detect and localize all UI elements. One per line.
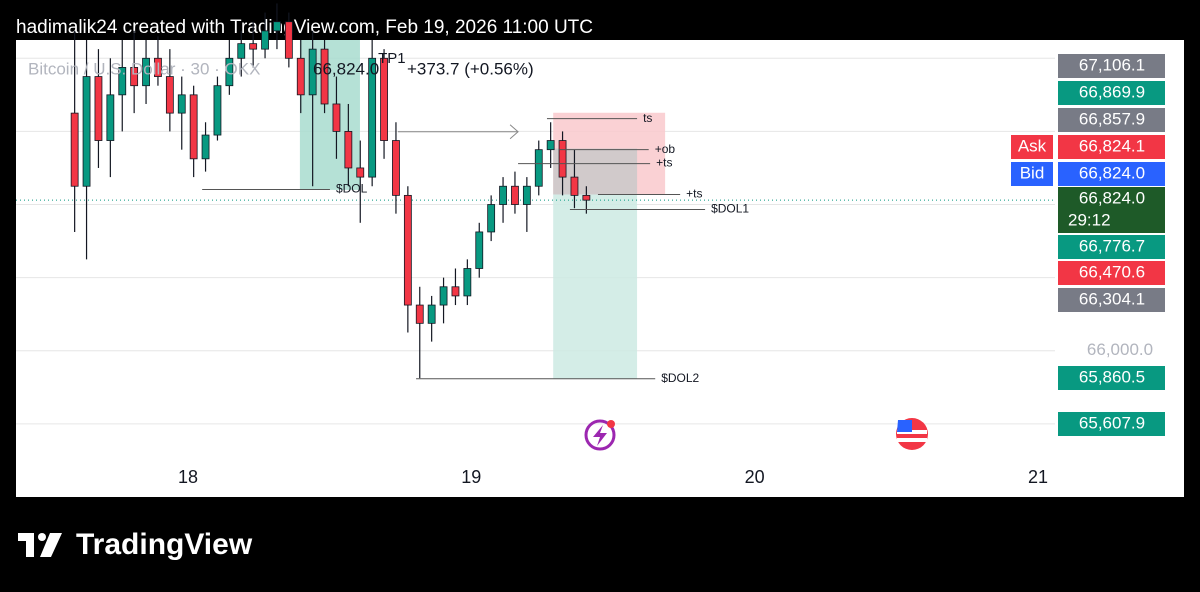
candle-body — [582, 194, 591, 201]
candle-body — [165, 76, 174, 114]
zone — [553, 194, 638, 379]
price-label-bg — [1058, 54, 1165, 78]
candle-body — [201, 134, 210, 160]
candle-body — [511, 185, 519, 205]
candle-body — [380, 57, 388, 141]
x-tick-label: 21 — [1028, 467, 1048, 487]
countdown: 29:12 — [1068, 210, 1111, 229]
candle-body — [284, 21, 293, 59]
candle-body — [237, 43, 246, 59]
candle-body — [344, 130, 353, 169]
candle-body — [261, 30, 269, 50]
price-tag-bg — [1011, 162, 1053, 186]
candle-body — [392, 140, 400, 196]
candle-body — [356, 167, 365, 178]
price-label-bg — [1058, 81, 1165, 105]
candle-body — [368, 57, 377, 178]
candle-body — [225, 57, 234, 87]
candle-body — [558, 140, 567, 178]
level-label: +ts — [656, 156, 672, 170]
price-label-bg — [1058, 261, 1165, 285]
candle-body — [534, 149, 543, 187]
price-label: 66,869.9 — [1079, 82, 1145, 101]
price-label-bg — [1058, 162, 1165, 186]
candle-body — [415, 304, 424, 324]
price-tag: Bid — [1020, 163, 1045, 182]
level-label: ts — [643, 111, 652, 125]
candle-body — [82, 76, 91, 187]
candle-body — [154, 57, 162, 77]
candle-body — [189, 94, 198, 160]
candle-body — [130, 67, 139, 87]
candle-body — [308, 48, 317, 96]
candle-body — [403, 194, 412, 306]
header-text: hadimalik24 created with TradingView.com… — [16, 17, 593, 38]
price-label: 66,824.0 — [1079, 188, 1145, 207]
x-tick-label: 18 — [178, 467, 198, 487]
price-label: 66,304.1 — [1079, 289, 1145, 308]
candle-body — [106, 94, 115, 141]
footer-brand: TradingView — [76, 528, 253, 561]
candle-body — [427, 304, 436, 324]
price-label-bg — [1058, 366, 1165, 390]
level-label: $DOL — [336, 182, 368, 196]
candle-body — [546, 140, 555, 151]
level-label: $DOL1 — [711, 202, 749, 216]
level-label: $DOL2 — [661, 371, 699, 385]
level-label: +ob — [655, 142, 676, 156]
candle-body — [249, 43, 258, 50]
price-label: 66,857.9 — [1079, 109, 1145, 128]
candle-body — [522, 185, 531, 205]
x-tick-label: 19 — [461, 467, 481, 487]
candle-body — [142, 57, 150, 87]
event-icon — [584, 419, 616, 451]
candle-body — [570, 176, 579, 196]
candle-body — [499, 185, 507, 205]
zone — [553, 148, 638, 195]
price-label: 66,824.1 — [1079, 136, 1145, 155]
candle-body — [213, 85, 222, 136]
legend-change: +373.7 (+0.56%) — [407, 59, 534, 78]
price-label: 65,860.5 — [1079, 367, 1145, 386]
candle-body — [451, 286, 460, 297]
price-label: 65,607.9 — [1079, 413, 1145, 432]
level-label: +ts — [686, 187, 702, 201]
candle-body — [487, 204, 496, 233]
price-label: 66,824.0 — [1079, 163, 1145, 182]
price-label-bg — [1058, 235, 1165, 259]
candle-body — [320, 48, 329, 105]
legend-last: 66,824.0 — [313, 59, 379, 78]
candle-body — [296, 57, 305, 96]
price-label-bg — [1058, 187, 1165, 233]
price-label-bg — [1058, 412, 1165, 436]
plot: 18 19 20 2166,000.0ts+ob+ts+ts$DOL1$DOL2$DO… — [16, 3, 1165, 487]
footer-logo — [18, 533, 62, 557]
price-label: 66,776.7 — [1079, 236, 1145, 255]
price-label: 67,106.1 — [1079, 55, 1145, 74]
price-tag-bg — [1011, 135, 1053, 159]
event-icon — [896, 418, 928, 450]
candle-body — [177, 94, 186, 114]
x-tick-label: 20 — [745, 467, 765, 487]
candle-body — [118, 67, 127, 96]
price-label: 66,470.6 — [1079, 262, 1145, 281]
price-tag: Ask — [1018, 136, 1047, 155]
candle-body — [332, 103, 341, 132]
y-tick-label: 66,000.0 — [1087, 340, 1153, 359]
candle-body — [273, 21, 281, 32]
candle-body — [94, 76, 103, 141]
candle-body — [439, 286, 448, 306]
price-label-bg — [1058, 135, 1165, 159]
legend-symbol: Bitcoin / U.S. Dollar · 30 · OKX — [28, 59, 260, 78]
price-label-bg — [1058, 288, 1165, 312]
arrow-head — [509, 124, 519, 140]
candle-body — [475, 231, 484, 269]
candle-body — [70, 112, 79, 187]
candle-body — [463, 268, 472, 297]
price-label-bg — [1058, 108, 1165, 132]
annotation: TP1 — [378, 50, 406, 67]
